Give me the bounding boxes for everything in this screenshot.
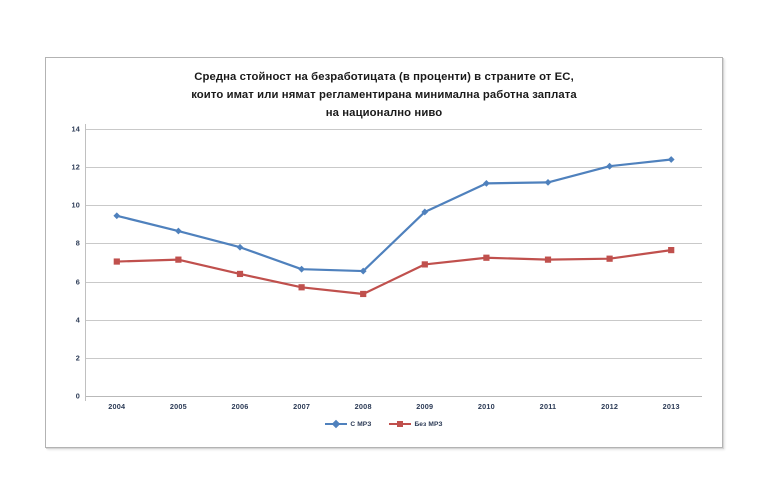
series-1 <box>113 156 675 275</box>
gridline-14 <box>86 129 702 130</box>
legend-item-2[interactable]: Без МРЗ <box>389 420 442 428</box>
data-point-marker <box>113 258 120 265</box>
x-axis-tick-label: 2006 <box>231 402 249 411</box>
y-axis-tick-label: 14 <box>71 124 80 134</box>
series-2 <box>113 247 675 298</box>
gridline-2 <box>86 357 702 359</box>
y-axis-line <box>85 124 86 401</box>
y-axis-tick-labels: 0 2 4 6 8 10 12 14 <box>50 125 80 401</box>
legend-swatch-icon <box>325 419 348 429</box>
gridline-10 <box>86 205 702 207</box>
x-axis-tick-label: 2004 <box>108 402 126 411</box>
x-axis-tick-labels: 2004 2005 2006 2007 2008 2009 2010 2011 2012 2013 <box>86 402 702 416</box>
y-axis-tick-label: 2 <box>75 353 80 363</box>
legend-swatch-icon <box>389 420 412 428</box>
data-point-marker <box>236 270 244 278</box>
y-axis-tick-label: 4 <box>75 315 80 325</box>
data-point-marker <box>667 156 675 163</box>
gridline-6 <box>86 281 702 283</box>
y-axis-tick-label: 8 <box>75 238 80 248</box>
data-point-marker <box>298 284 305 291</box>
chart-title: Средна стойност на безработицата (в проц… <box>46 68 722 122</box>
chart-legend: С МРЗ Без МРЗ <box>46 419 722 429</box>
x-axis-tick-label: 2008 <box>354 402 372 411</box>
x-axis-tick-label: 2013 <box>662 402 680 411</box>
x-axis-tick-label: 2012 <box>601 402 619 411</box>
legend-item-1[interactable]: С МРЗ <box>325 419 372 429</box>
legend-label: С МРЗ <box>350 420 372 428</box>
data-point-marker <box>421 261 428 268</box>
gridline-12 <box>86 167 702 169</box>
data-point-marker <box>175 256 182 263</box>
y-axis-tick-label: 0 <box>75 391 80 401</box>
chart-title-line-3: на национално ниво <box>325 107 443 119</box>
data-point-marker <box>360 290 367 298</box>
y-axis-tick-label: 10 <box>71 200 80 210</box>
data-point-marker <box>483 179 490 187</box>
x-axis-tick-label: 2009 <box>416 402 434 411</box>
square-marker-icon <box>397 421 404 427</box>
data-point-marker <box>606 162 613 170</box>
y-axis-tick-label: 12 <box>71 162 80 172</box>
data-point-marker <box>113 212 121 220</box>
x-axis-tick-label: 2007 <box>293 402 311 411</box>
data-point-marker <box>668 247 675 254</box>
data-point-marker <box>359 267 367 275</box>
data-point-marker <box>175 227 182 235</box>
diamond-marker-icon <box>332 419 341 429</box>
data-point-marker <box>544 179 552 186</box>
gridline-0 <box>86 396 702 397</box>
chart-title-line-2: които имат или нямат регламентирана мини… <box>191 89 577 101</box>
y-axis-tick-label: 6 <box>75 277 80 287</box>
gridline-8 <box>86 243 702 245</box>
legend-label: Без МРЗ <box>414 420 443 428</box>
chart-container: Средна стойност на безработицата (в проц… <box>45 57 723 448</box>
data-point-marker <box>606 255 613 262</box>
series-plot <box>113 156 675 298</box>
data-point-marker <box>236 243 244 251</box>
chart-title-line-1: Средна стойност на безработицата (в проц… <box>194 71 574 83</box>
x-axis-tick-label: 2010 <box>477 402 495 411</box>
series-line <box>115 248 673 296</box>
series-line <box>115 158 673 273</box>
data-point-marker <box>483 254 490 261</box>
data-point-marker <box>544 256 552 263</box>
plot-area-gridlines <box>86 129 702 397</box>
x-axis-tick-label: 2011 <box>539 402 557 411</box>
gridline-4 <box>86 319 702 321</box>
data-point-marker <box>421 208 429 216</box>
data-point-marker <box>298 265 305 273</box>
x-axis-tick-label: 2005 <box>169 402 187 411</box>
